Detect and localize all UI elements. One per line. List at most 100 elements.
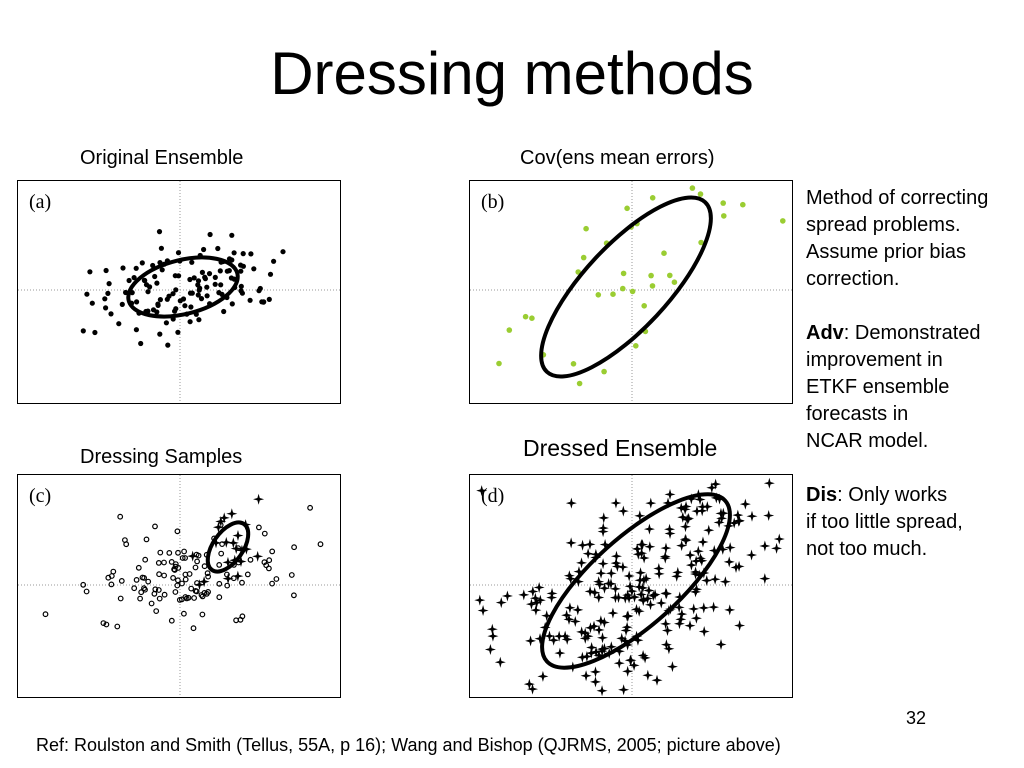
dressed-star: [673, 601, 685, 613]
sample-circle: [166, 549, 173, 556]
dressed-star: [564, 602, 576, 614]
sample-circle: [263, 562, 270, 569]
dressed-star: [613, 592, 625, 604]
intro-line-2: spread problems.: [806, 214, 961, 236]
ensemble-point: [187, 290, 194, 296]
dressed-star: [576, 626, 588, 638]
sample-star: [232, 530, 244, 542]
dressed-star: [573, 566, 585, 578]
error-sample-point: [661, 250, 667, 256]
sample-circle: [168, 558, 175, 565]
ensemble-point: [106, 281, 112, 287]
ensemble-point: [207, 231, 213, 238]
dressed-star: [594, 578, 606, 590]
dressed-star: [563, 613, 575, 625]
sample-circle: [194, 558, 201, 565]
dressed-star: [647, 590, 659, 602]
dressed-star: [610, 497, 622, 509]
ensemble-point: [158, 245, 164, 251]
dressed-star: [527, 586, 539, 598]
panel-a: (a): [17, 180, 341, 404]
adv-line-5: NCAR model.: [806, 430, 929, 452]
dressed-star: [610, 550, 622, 562]
ensemble-point: [280, 249, 286, 255]
panel-b-tag: (b): [481, 191, 505, 213]
dressed-star: [613, 657, 625, 669]
error-sample-point: [671, 279, 678, 285]
dressed-star: [642, 669, 654, 681]
dressed-star: [653, 562, 665, 574]
ensemble-point: [199, 269, 205, 275]
error-sample-point: [697, 191, 704, 197]
dressed-star: [581, 650, 593, 662]
ensemble-point: [226, 256, 233, 262]
dressed-star: [693, 569, 705, 581]
dressed-star: [494, 656, 506, 668]
ensemble-point: [145, 289, 151, 295]
sample-circle: [193, 551, 200, 558]
dressed-star: [629, 591, 641, 603]
sample-circle: [100, 620, 107, 627]
ensemble-point: [191, 275, 197, 281]
dressed-star: [530, 604, 542, 616]
dressed-star: [640, 573, 652, 585]
dressed-star: [715, 638, 727, 650]
panel-a-plot: [18, 181, 340, 403]
ensemble-point: [248, 251, 254, 257]
ensemble-point: [84, 291, 90, 297]
dressed-star: [572, 604, 584, 616]
sample-star: [230, 543, 242, 555]
sample-circle: [174, 528, 181, 535]
sample-circle: [273, 576, 280, 582]
dressed-star: [523, 678, 535, 690]
dressed-star: [635, 567, 647, 579]
dressed-star: [525, 635, 537, 647]
dressed-star: [683, 512, 695, 524]
error-sample-point: [601, 368, 607, 375]
ensemble-point: [133, 265, 139, 271]
sample-circle: [156, 595, 163, 602]
dressed-star: [546, 587, 558, 599]
sample-circle: [198, 592, 205, 598]
intro-paragraph: Method of correcting spread problems. As…: [806, 185, 1020, 293]
sample-circle: [203, 590, 210, 597]
dressed-star: [576, 557, 588, 569]
sample-circle: [291, 544, 298, 551]
sample-circle: [117, 595, 124, 602]
dressed-star: [674, 591, 686, 603]
ensemble-point: [182, 303, 188, 309]
reference-text: Ref: Roulston and Smith (Tellus, 55A, p …: [36, 735, 781, 755]
dressed-star: [692, 545, 704, 557]
dressed-star: [635, 588, 647, 600]
dressed-star: [579, 632, 591, 644]
ensemble-point: [271, 258, 277, 264]
sample-circle: [174, 577, 181, 584]
dressed-star: [634, 510, 646, 522]
ensemble-point: [80, 328, 86, 334]
dressed-star: [759, 573, 771, 585]
ensemble-point: [138, 340, 144, 347]
dressed-star: [579, 627, 591, 639]
covariance-ellipse: [126, 255, 240, 319]
dressed-star: [569, 615, 581, 627]
sample-circle: [135, 564, 142, 571]
sample-circle: [152, 523, 158, 530]
sample-circle: [174, 582, 181, 589]
sample-circle: [190, 625, 197, 632]
dressed-star: [595, 615, 607, 627]
sample-star: [226, 508, 238, 520]
dressed-star: [713, 516, 725, 528]
error-sample-point: [648, 272, 654, 279]
dressed-star: [672, 566, 684, 578]
dressed-star: [534, 594, 546, 606]
dressed-star: [619, 635, 631, 647]
dressed-star: [621, 621, 633, 633]
dressed-star: [529, 592, 541, 604]
sample-star: [198, 576, 210, 588]
dressed-star: [620, 624, 632, 636]
sample-circle: [199, 611, 206, 618]
dressed-star: [565, 573, 577, 585]
ensemble-point: [212, 274, 218, 280]
dressed-star: [584, 622, 596, 634]
dressed-star: [565, 537, 577, 549]
